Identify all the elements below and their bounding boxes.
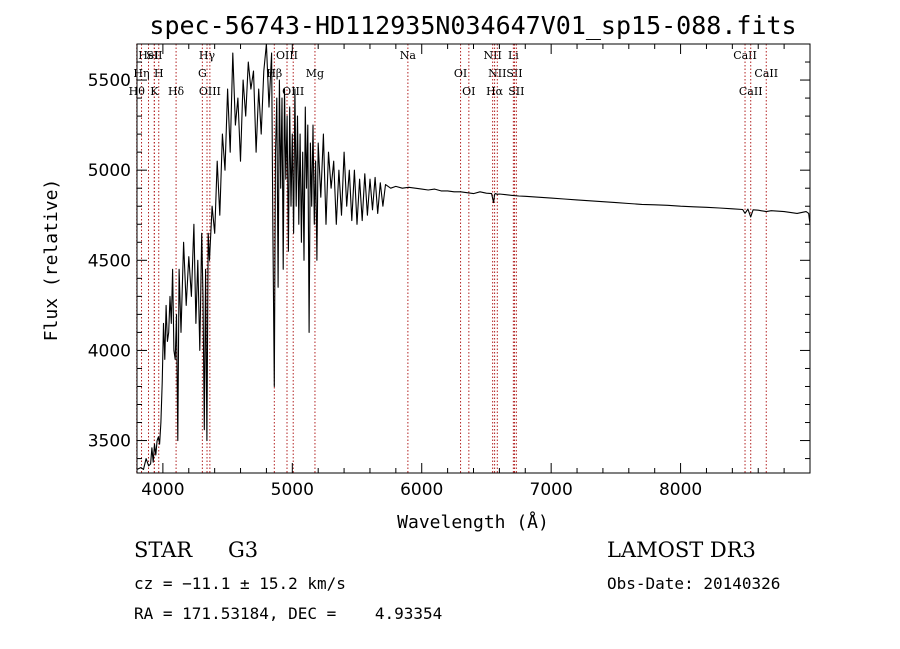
line-label-5: K (150, 85, 159, 98)
line-label-2: Hη (133, 67, 149, 80)
spectrum-line-0 (136, 43, 811, 470)
survey-label: LAMOST DR3 (607, 538, 756, 562)
y-tick-label-0: 3500 (88, 432, 131, 452)
y-tick-label-4: 5500 (88, 71, 131, 91)
line-label-6: Hδ (168, 85, 185, 98)
chart-title: spec-56743-HD112935N034647V01_sp15-088.f… (149, 11, 796, 40)
line-label-21: SII (506, 67, 522, 80)
x-tick-label-2: 6000 (400, 480, 443, 500)
coordinates: RA = 171.53184, DEC = 4.93354 (134, 604, 443, 623)
line-label-19: Hα (486, 85, 504, 98)
x-tick-label-1: 5000 (271, 480, 314, 500)
x-tick-label-3: 7000 (530, 480, 573, 500)
line-label-9: OIII (199, 85, 221, 98)
line-label-7: Hγ (199, 49, 216, 62)
obs-date: Obs-Date: 20140326 (607, 574, 781, 593)
x-axis-label: Wavelength (Å) (397, 511, 549, 533)
line-label-10: Hβ (266, 67, 282, 80)
object-class: STAR (134, 538, 193, 562)
y-tick-label-2: 4500 (88, 251, 131, 271)
line-label-16: OI (462, 85, 475, 98)
x-tick-label-0: 4000 (141, 480, 184, 500)
line-label-17: NII (483, 49, 501, 62)
line-label-12: OIII (282, 85, 304, 98)
line-label-8: G (198, 67, 207, 80)
line-label-15: OI (454, 67, 467, 80)
line-label-23: CaII (733, 49, 757, 62)
line-label-14: Na (400, 49, 417, 62)
x-tick-label-4: 8000 (659, 480, 702, 500)
line-label-0: HeI (138, 49, 158, 62)
line-label-3: H (154, 67, 164, 80)
y-tick-label-3: 5000 (88, 161, 131, 181)
redshift-text: cz = −11.1 ± 15.2 km/s (134, 574, 346, 593)
line-label-25: CaII (754, 67, 778, 80)
y-axis-label: Flux (relative) (41, 179, 62, 342)
line-label-18: NII (488, 67, 506, 80)
line-label-11: OIII (276, 49, 298, 62)
line-label-24: CaII (739, 85, 763, 98)
y-tick-label-1: 4000 (88, 341, 131, 361)
line-label-20: Li (508, 49, 519, 62)
object-subclass: G3 (228, 538, 259, 562)
line-label-13: Mg (306, 67, 324, 80)
line-label-22: SII (508, 85, 524, 98)
